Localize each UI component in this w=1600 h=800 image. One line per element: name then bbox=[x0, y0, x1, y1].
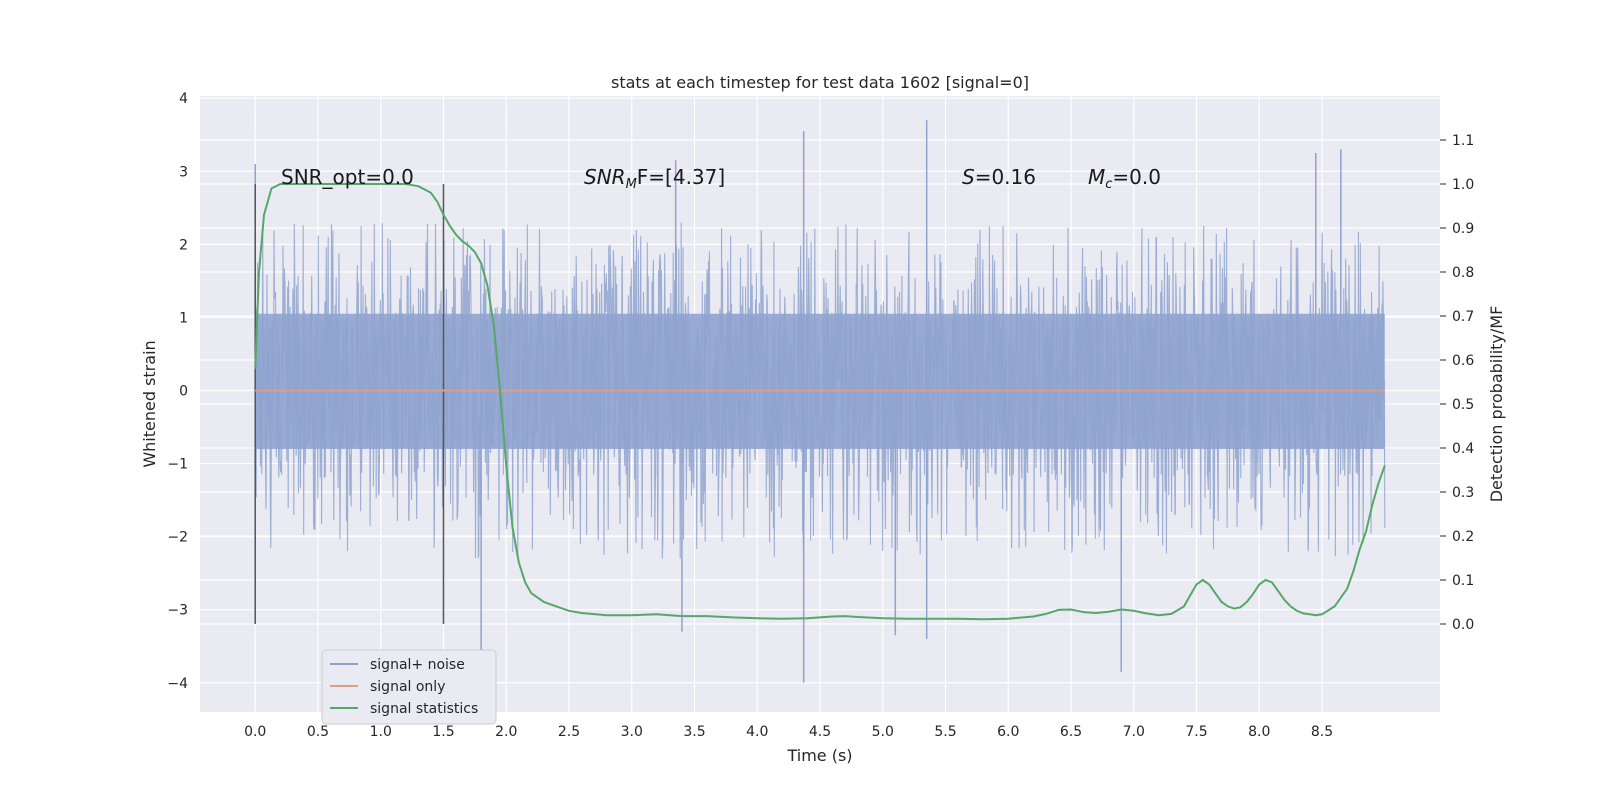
x-tick-labels: 0.0 0.5 1.0 1.5 2.0 2.5 3.0 3.5 4.0 4.5 5.0 5.5 6.0 6… bbox=[244, 724, 1333, 740]
right-y-tick-label: 0.2 bbox=[1452, 529, 1474, 545]
y-tick-label: −1 bbox=[167, 457, 188, 473]
right-y-tick-label: 0.9 bbox=[1452, 221, 1474, 237]
right-y-tick-label: 1.0 bbox=[1452, 177, 1474, 193]
s-suffix: =0.16 bbox=[975, 165, 1036, 189]
legend-stats-label: signal statistics bbox=[370, 701, 478, 717]
right-y-axis-label: Detection probability/MF bbox=[1487, 306, 1506, 503]
y-tick-label: −4 bbox=[167, 676, 188, 692]
x-axis-label: Time (s) bbox=[786, 746, 852, 765]
snr-mf-prefix: SNR bbox=[584, 165, 626, 189]
right-y-tick-label: 0.5 bbox=[1452, 397, 1474, 413]
y-tick-label: 2 bbox=[179, 237, 188, 253]
x-tick-label: 6.5 bbox=[1060, 724, 1082, 740]
right-y-tick-label: 1.1 bbox=[1452, 133, 1474, 149]
y-tick-label: −3 bbox=[167, 603, 188, 619]
x-tick-label: 2.5 bbox=[558, 724, 580, 740]
s-prefix: S bbox=[962, 165, 975, 189]
legend-noise-label: signal+ noise bbox=[370, 657, 465, 673]
snr-opt-annotation: SNR_opt=0.0 bbox=[281, 165, 414, 189]
right-y-tick-label: 0.0 bbox=[1452, 617, 1474, 633]
x-tick-label: 1.0 bbox=[370, 724, 392, 740]
x-tick-label: 8.0 bbox=[1248, 724, 1270, 740]
x-tick-label: 5.0 bbox=[872, 724, 894, 740]
x-tick-label: 4.5 bbox=[809, 724, 831, 740]
y-tick-label: 4 bbox=[179, 91, 188, 107]
x-tick-label: 5.5 bbox=[934, 724, 956, 740]
y-tick-label: 3 bbox=[179, 164, 188, 180]
right-y-tick-label: 0.8 bbox=[1452, 265, 1474, 281]
y-tick-label: 1 bbox=[179, 310, 188, 326]
x-tick-label: 3.0 bbox=[621, 724, 643, 740]
right-y-tick-label: 0.6 bbox=[1452, 353, 1474, 369]
signal-statistics-series bbox=[254, 183, 1386, 621]
signal-statistics-line bbox=[254, 183, 1386, 621]
right-y-tick-label: 0.3 bbox=[1452, 485, 1474, 501]
noise-dense-band bbox=[255, 313, 1385, 449]
x-tick-label: 0.0 bbox=[244, 724, 266, 740]
legend: signal+ noise signal only signal statist… bbox=[321, 649, 497, 725]
right-y-tick-label: 0.7 bbox=[1452, 309, 1474, 325]
mc-prefix: M bbox=[1088, 165, 1105, 189]
mc-suffix: =0.0 bbox=[1112, 165, 1161, 189]
x-tick-label: 7.5 bbox=[1185, 724, 1207, 740]
x-tick-label: 8.5 bbox=[1311, 724, 1333, 740]
vertical-markers bbox=[254, 184, 445, 624]
right-y-tick-label: 0.4 bbox=[1452, 441, 1474, 457]
right-y-tick-labels: 0.0 0.1 0.2 0.3 0.4 0.5 0.6 0.7 0.8 0.9 1.0 1.1 bbox=[1452, 133, 1474, 633]
snr-mf-suffix: F=[4.37] bbox=[637, 165, 725, 189]
s-annotation: S=0.16 bbox=[962, 165, 1036, 189]
snr-mf-annotation: SNRMF=[4.37] bbox=[584, 165, 725, 192]
y-tick-labels: −4 −3 −2 −1 0 1 2 3 4 bbox=[167, 91, 188, 692]
snr-mf-subscript: M bbox=[626, 177, 637, 192]
y-tick-label: 0 bbox=[179, 383, 188, 399]
x-tick-label: 4.0 bbox=[746, 724, 768, 740]
chart-title: stats at each timestep for test data 160… bbox=[611, 73, 1029, 92]
legend-box bbox=[321, 649, 497, 725]
x-tick-label: 1.5 bbox=[432, 724, 454, 740]
x-tick-label: 6.0 bbox=[997, 724, 1019, 740]
x-tick-label: 7.0 bbox=[1123, 724, 1145, 740]
x-tick-label: 3.5 bbox=[683, 724, 705, 740]
right-y-tick-label: 0.1 bbox=[1452, 573, 1474, 589]
mc-annotation: Mc=0.0 bbox=[1088, 165, 1161, 192]
x-tick-label: 0.5 bbox=[307, 724, 329, 740]
x-tick-label: 2.0 bbox=[495, 724, 517, 740]
legend-signal-label: signal only bbox=[370, 679, 445, 695]
y-tick-label: −2 bbox=[167, 530, 188, 546]
mc-subscript: c bbox=[1105, 177, 1112, 192]
y-axis-label: Whitened strain bbox=[140, 340, 159, 467]
